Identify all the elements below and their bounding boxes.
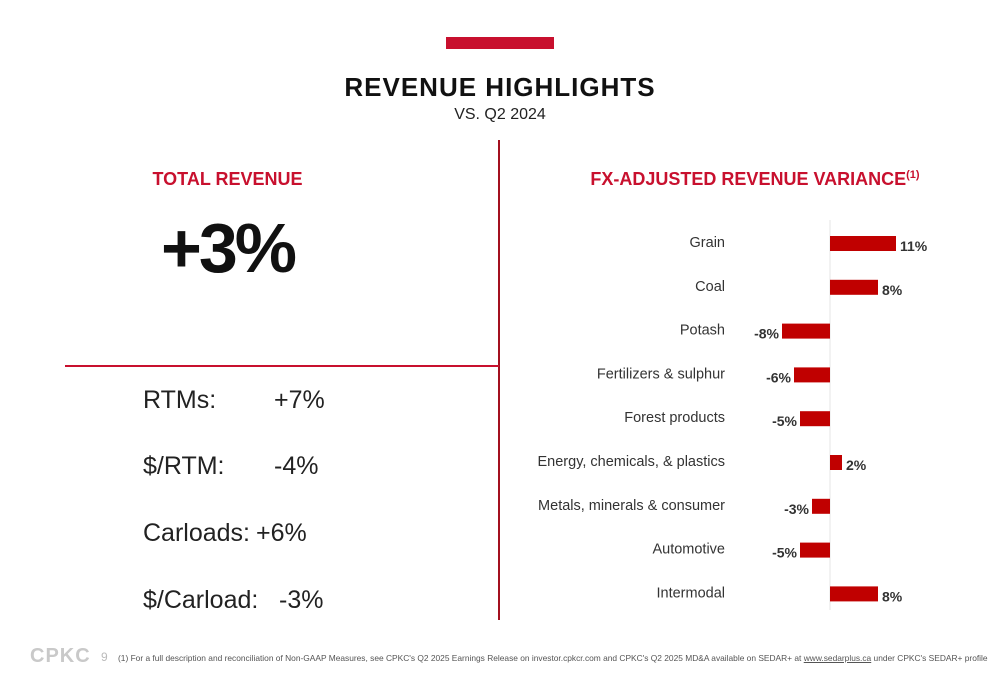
accent-bar xyxy=(446,37,554,49)
metric-label: Carloads: xyxy=(143,519,250,547)
bar xyxy=(830,586,878,602)
data-label: -5% xyxy=(772,413,797,429)
bar xyxy=(782,323,830,339)
bar xyxy=(812,498,830,514)
data-label: 8% xyxy=(882,588,903,604)
bar xyxy=(830,455,842,470)
metric-value: -4% xyxy=(274,452,319,480)
data-label: -3% xyxy=(784,501,809,517)
sedar-link[interactable]: www.sedarplus.ca xyxy=(803,653,872,663)
category-label: Potash xyxy=(680,323,725,339)
bar xyxy=(794,367,830,383)
category-label: Coal xyxy=(695,279,725,295)
data-label: 8% xyxy=(882,282,903,298)
page-number: 9 xyxy=(101,650,108,664)
bar xyxy=(800,542,830,558)
category-label: Grain xyxy=(690,235,725,251)
footnote-text-end: under CPKC's SEDAR+ profile xyxy=(871,653,988,663)
metric-value: +6% xyxy=(256,519,307,547)
footnote: (1) For a full description and reconcili… xyxy=(118,653,988,663)
page-title: REVENUE HIGHLIGHTS xyxy=(344,72,656,102)
bar xyxy=(830,236,896,251)
metric-label: RTMs: xyxy=(143,386,217,414)
data-label: -8% xyxy=(754,326,779,342)
bar xyxy=(800,411,830,427)
category-label: Intermodal xyxy=(656,585,725,601)
chart-title-text: FX-ADJUSTED REVENUE VARIANCE xyxy=(590,169,907,189)
category-label: Forest products xyxy=(624,410,725,426)
metric-value: -3% xyxy=(279,586,324,614)
data-label: -6% xyxy=(766,369,791,385)
total-revenue-value: +3% xyxy=(160,209,297,287)
page-subtitle: VS. Q2 2024 xyxy=(454,106,546,123)
metric-label: $/Carload: xyxy=(143,586,259,614)
metric-value: +7% xyxy=(274,386,325,414)
vertical-divider xyxy=(498,140,500,620)
metric-label: $/RTM: xyxy=(143,452,225,480)
revenue-variance-chart: Grain 11% Coal 8% Potash -8% Fertilizers & sul… xyxy=(538,220,928,610)
data-label: -5% xyxy=(772,545,797,561)
total-revenue-label: TOTAL REVENUE xyxy=(152,169,303,189)
category-label: Energy, chemicals, & plastics xyxy=(538,454,726,470)
horizontal-divider xyxy=(65,365,499,367)
cpkc-logo: CPKC xyxy=(30,645,91,667)
category-label: Fertilizers & sulphur xyxy=(597,366,725,382)
chart-title: FX-ADJUSTED REVENUE VARIANCE(1) xyxy=(560,169,950,190)
category-label: Metals, minerals & consumer xyxy=(538,498,725,514)
data-label: 2% xyxy=(846,457,867,473)
category-label: Automotive xyxy=(652,542,725,558)
footnote-text: (1) For a full description and reconcili… xyxy=(118,653,804,663)
footnote-marker: (1) xyxy=(906,169,920,181)
data-label: 11% xyxy=(900,238,928,254)
bar xyxy=(830,279,878,295)
